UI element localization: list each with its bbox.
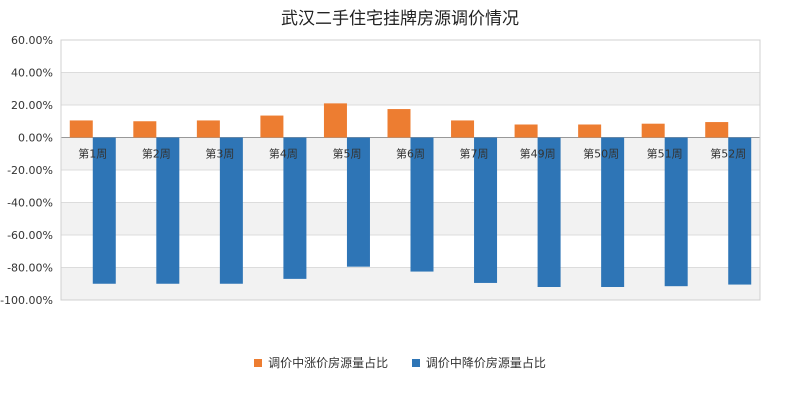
- x-category-label: 第6周: [396, 147, 425, 161]
- x-axis-categories: 第1周 第2周 第3周 第4周 第5周 第6周 第7周 第49周 第50周 第51周 第52周: [78, 147, 746, 161]
- legend-item-fall: 调价中降价房源量占比: [411, 354, 546, 371]
- plot-border: [60, 39, 761, 301]
- x-category-label: 第2周: [142, 147, 171, 161]
- y-tick-label: -20.00%: [7, 164, 53, 177]
- y-tick-label: 40.00%: [11, 67, 53, 80]
- bar-rise: [641, 123, 665, 138]
- legend: 调价中涨价房源量占比 调价中降价房源量占比: [0, 354, 800, 371]
- plot-band: [61, 72, 760, 105]
- legend-label-fall: 调价中降价房源量占比: [425, 356, 546, 370]
- bar-rise: [387, 109, 411, 138]
- x-category-label: 第51周: [647, 147, 683, 161]
- bar-fall: [728, 137, 752, 285]
- bar-rise: [705, 122, 729, 138]
- x-category-label: 第50周: [583, 147, 619, 161]
- bar-fall: [156, 137, 180, 284]
- y-tick-label: -40.00%: [7, 197, 53, 210]
- bars: [69, 103, 752, 287]
- y-tick-label: -60.00%: [7, 229, 53, 242]
- y-axis-ticks: 60.00% 40.00% 20.00% 0.00% -20.00% -40.00% -60…: [0, 34, 53, 307]
- bar-rise: [133, 121, 157, 138]
- bar-rise: [323, 103, 347, 138]
- bar-fall: [346, 137, 370, 267]
- legend-swatch-fall: [411, 358, 420, 367]
- chart-title: 武汉二手住宅挂牌房源调价情况: [281, 9, 519, 29]
- bar-rise: [196, 120, 220, 138]
- x-category-label: 第52周: [710, 147, 746, 161]
- plot-band: [61, 40, 760, 73]
- legend-item-rise: 调价中涨价房源量占比: [254, 354, 388, 371]
- x-category-label: 第5周: [332, 147, 361, 161]
- x-category-label: 第4周: [269, 147, 298, 161]
- bar-fall: [219, 137, 243, 284]
- bar-rise: [451, 120, 475, 138]
- y-tick-label: 60.00%: [11, 34, 53, 47]
- x-category-label: 第1周: [78, 147, 107, 161]
- x-category-label: 第7周: [460, 147, 489, 161]
- x-category-label: 第49周: [520, 147, 556, 161]
- y-tick-label: -80.00%: [7, 262, 53, 275]
- bar-fall: [664, 137, 688, 287]
- bar-rise: [578, 124, 602, 138]
- bar-fall: [474, 137, 498, 283]
- bar-fall: [92, 137, 116, 284]
- bar-fall: [410, 137, 434, 272]
- bar-fall: [601, 137, 625, 287]
- bar-rise: [260, 115, 284, 138]
- y-tick-label: 20.00%: [11, 99, 53, 112]
- y-tick-label: -100.00%: [0, 294, 53, 307]
- bar-fall: [537, 137, 561, 287]
- legend-label-rise: 调价中涨价房源量占比: [268, 356, 389, 370]
- bar-rise: [514, 124, 538, 138]
- bar-rise: [69, 120, 93, 138]
- x-category-label: 第3周: [205, 147, 234, 161]
- y-tick-label: 0.00%: [18, 132, 53, 145]
- bar-fall: [283, 137, 307, 279]
- legend-swatch-rise: [254, 358, 263, 367]
